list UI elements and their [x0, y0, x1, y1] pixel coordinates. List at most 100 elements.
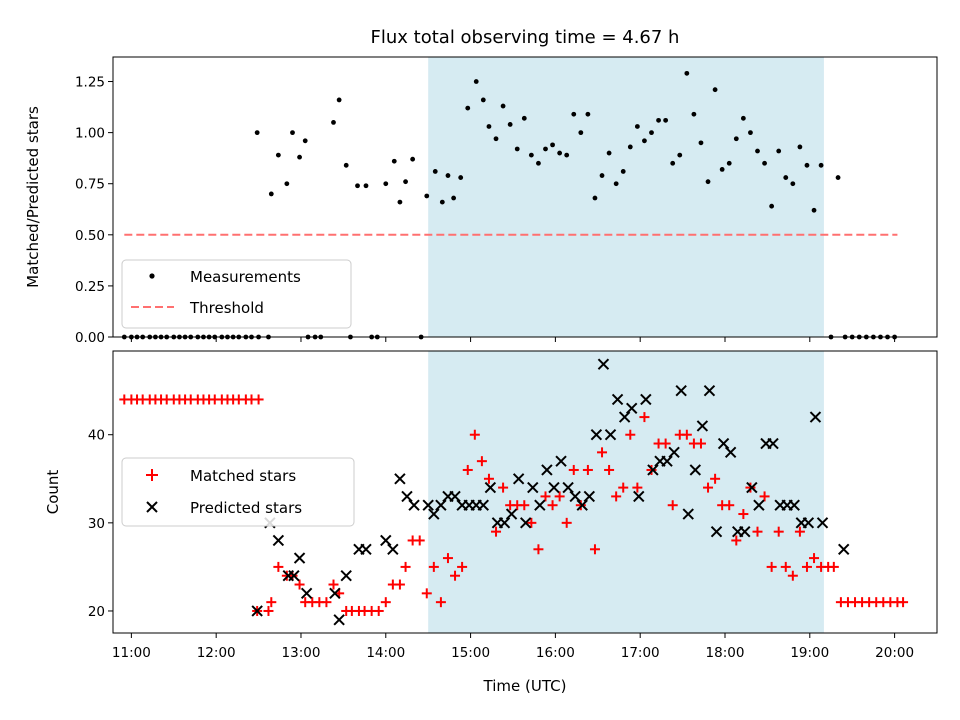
predicted-star-point: [640, 393, 652, 406]
predicted-star-point: [809, 411, 822, 423]
measurement-point: [521, 115, 527, 121]
predicted-x-b: [703, 384, 716, 397]
predicted-star-point: [788, 499, 800, 511]
predicted-x-b: [689, 464, 702, 476]
predicted-x-b: [251, 605, 263, 617]
measurement-point: [514, 146, 520, 152]
measurement-point: [383, 181, 389, 187]
predicted-star-point: [394, 473, 406, 485]
matched-star-point: [421, 588, 432, 599]
measurement-point: [797, 144, 803, 150]
matched-star-point: [738, 509, 749, 520]
predicted-star-point: [477, 499, 490, 511]
matched-star-point: [400, 561, 411, 572]
predicted-star-point: [293, 552, 306, 564]
matched-star-point: [794, 526, 805, 537]
measurement-point: [343, 162, 349, 168]
bottom-legend-box: [121, 457, 355, 527]
predicted-star-point: [696, 420, 709, 432]
top-y-axis-label: Matched/Predicted stars: [24, 106, 42, 288]
predicted-star-point: [626, 402, 638, 414]
predicted-x-b: [555, 455, 567, 467]
predicted-star-point: [724, 446, 737, 459]
legend-predicted-marker: [146, 501, 158, 513]
matched-star-point: [766, 561, 777, 572]
predicted-x-b: [696, 420, 709, 432]
measurement-point: [642, 138, 647, 144]
x-tick-label: 16:00: [536, 645, 575, 661]
measurement-point: [486, 124, 492, 129]
predicted-star-point: [802, 517, 815, 529]
x-tick-label: 11:00: [112, 645, 151, 661]
legend-matched-label: Matched stars: [190, 467, 296, 485]
x-ticks: 11:00 12:00 13:00 14:00 15:00 16:00 17:00 18:00…: [112, 337, 914, 661]
matched-star-point: [540, 491, 551, 502]
measurement-point: [585, 111, 591, 117]
top-y-tick-label: 1.25: [75, 75, 105, 91]
measurement-point: [355, 183, 360, 189]
legend-measurements-label: Measurements: [190, 268, 301, 286]
matched-star-point: [801, 561, 812, 572]
top-y-tick-label: 0.75: [75, 177, 105, 193]
predicted-x-b: [380, 534, 392, 547]
matched-star-point: [660, 438, 671, 449]
measurement-point: [458, 175, 464, 180]
matched-star-point: [589, 544, 600, 555]
matched-star-point: [604, 464, 615, 475]
predicted-stars-points: [251, 358, 850, 626]
measurement-point: [670, 160, 676, 166]
measurement-point: [677, 152, 683, 158]
measurement-point: [634, 124, 640, 129]
matched-star-point: [457, 561, 468, 572]
measurement-point: [275, 152, 281, 158]
predicted-star-point: [767, 437, 779, 450]
matched-star-point: [498, 482, 509, 493]
measurement-point: [804, 162, 810, 168]
matched-star-point: [253, 394, 264, 405]
legend-matched-marker: [146, 469, 158, 481]
predicted-x-b: [519, 517, 532, 529]
matched-star-point: [263, 605, 274, 616]
predicted-star-point: [534, 499, 546, 511]
predicted-star-point: [333, 614, 345, 626]
matched-star-point: [582, 464, 593, 475]
x-tick-label: 14:00: [366, 645, 405, 661]
predicted-star-point: [422, 499, 434, 511]
predicted-x-b: [449, 490, 461, 503]
measurement-point: [465, 105, 471, 111]
measurement-point: [331, 120, 336, 125]
predicted-x-b: [746, 481, 758, 494]
matched-star-point: [780, 561, 791, 572]
measurement-point: [403, 179, 408, 185]
bottom-y-tick-label: 30: [88, 516, 105, 532]
predicted-star-point: [576, 499, 588, 511]
measurement-point: [500, 103, 506, 109]
top-y-ticks: 0.00 0.25 0.50 0.75 1.00 1.25: [75, 75, 113, 346]
predicted-x-b: [428, 508, 440, 520]
predicted-star-point: [498, 517, 511, 529]
predicted-star-point: [548, 481, 560, 494]
predicted-star-point: [633, 490, 645, 503]
measurement-point: [698, 140, 704, 146]
legend-predicted-label: Predicted stars: [190, 499, 302, 517]
predicted-x-b: [541, 464, 553, 476]
legend-threshold-label: Threshold: [189, 299, 264, 317]
matched-star-point: [321, 597, 332, 608]
predicted-star-point: [717, 437, 730, 450]
matched-star-point: [450, 570, 461, 581]
predicted-x-b: [618, 411, 631, 423]
predicted-star-point: [597, 358, 610, 370]
predicted-star-point: [288, 570, 300, 582]
measurement-point: [290, 130, 295, 136]
matched-star-point: [561, 517, 572, 528]
measurement-point: [776, 148, 782, 154]
measurement-point: [439, 199, 445, 205]
predicted-x-b: [329, 587, 341, 600]
measurement-point: [410, 156, 416, 162]
measurement-point: [663, 117, 669, 123]
predicted-star-point: [618, 411, 631, 423]
top-y-tick-label: 0.25: [75, 279, 105, 295]
predicted-x-b: [604, 429, 617, 441]
predicted-x-b: [512, 473, 525, 485]
predicted-star-point: [661, 455, 673, 467]
